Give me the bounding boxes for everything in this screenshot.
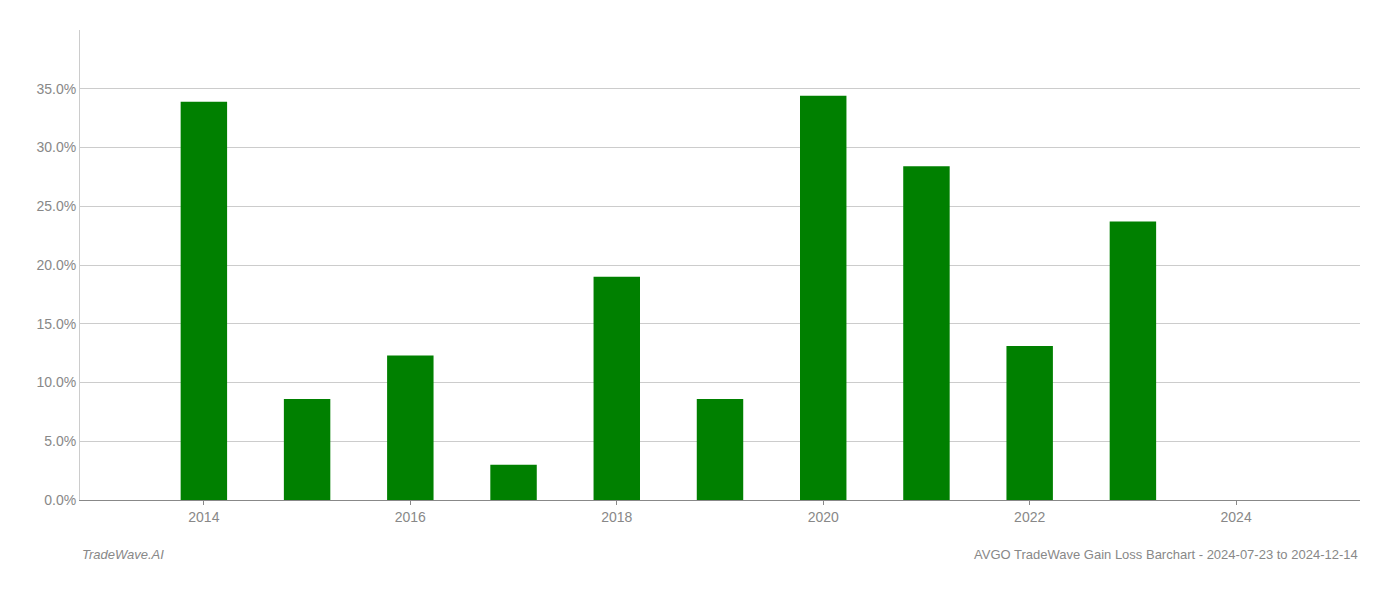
svg-text:30.0%: 30.0% — [36, 139, 76, 155]
svg-text:2022: 2022 — [1014, 509, 1045, 525]
svg-text:TradeWave.AI: TradeWave.AI — [82, 547, 164, 562]
svg-text:0.0%: 0.0% — [44, 492, 76, 508]
svg-text:2020: 2020 — [808, 509, 839, 525]
svg-text:25.0%: 25.0% — [36, 198, 76, 214]
svg-text:2018: 2018 — [601, 509, 632, 525]
svg-text:35.0%: 35.0% — [36, 81, 76, 97]
svg-text:2014: 2014 — [188, 509, 219, 525]
svg-text:AVGO TradeWave Gain Loss Barch: AVGO TradeWave Gain Loss Barchart - 2024… — [974, 547, 1358, 562]
svg-text:2016: 2016 — [395, 509, 426, 525]
svg-text:2024: 2024 — [1221, 509, 1252, 525]
svg-text:20.0%: 20.0% — [36, 257, 76, 273]
svg-text:15.0%: 15.0% — [36, 316, 76, 332]
svg-text:5.0%: 5.0% — [44, 433, 76, 449]
svg-text:10.0%: 10.0% — [36, 374, 76, 390]
